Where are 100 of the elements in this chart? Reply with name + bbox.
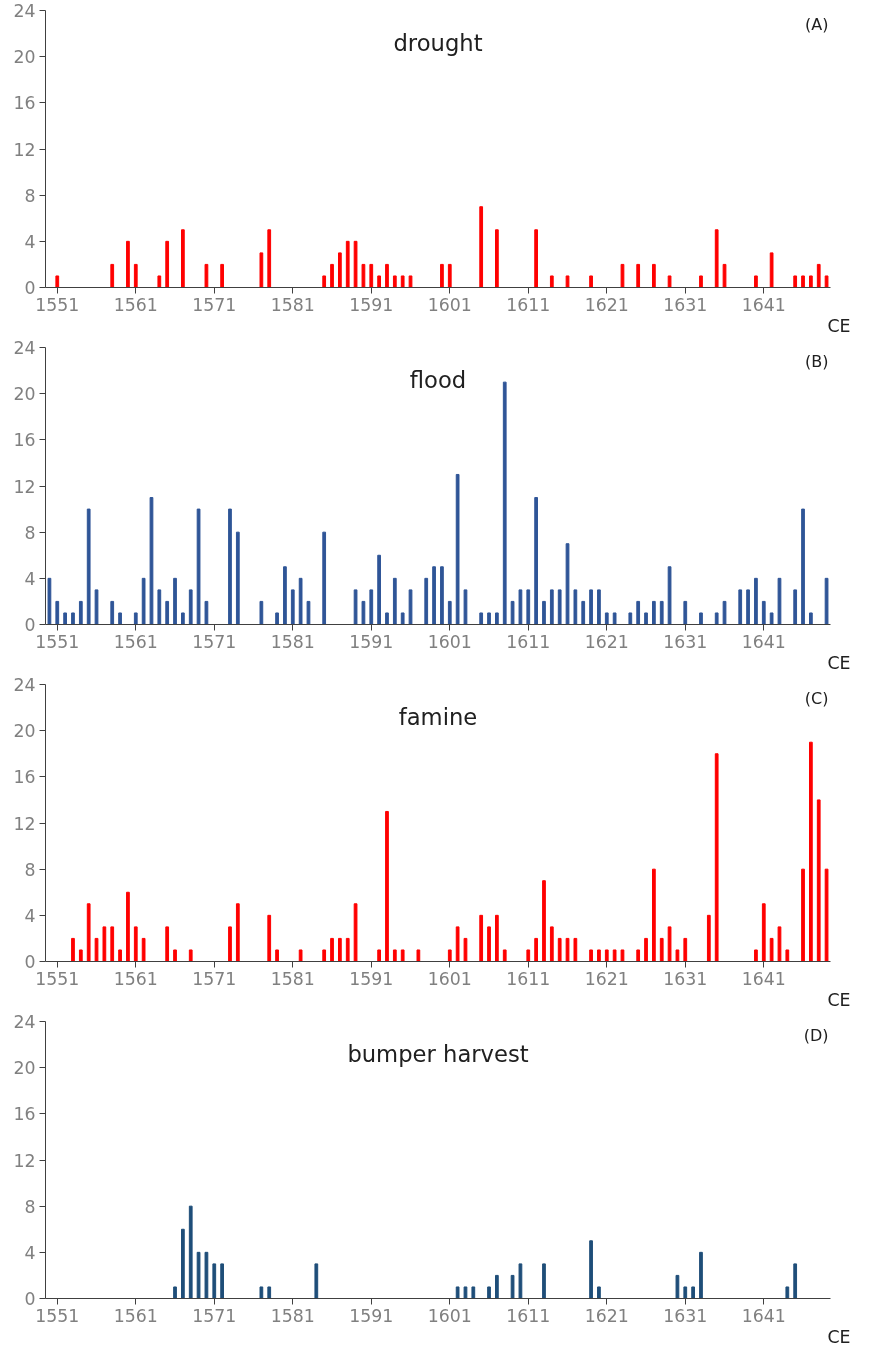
bar <box>573 937 578 962</box>
x-tick-label: 1621 <box>584 1305 629 1326</box>
bar <box>353 589 358 625</box>
y-tick-label: 8 <box>24 859 36 880</box>
bar <box>824 577 829 625</box>
bar <box>597 1286 601 1299</box>
bar <box>549 926 554 962</box>
bar <box>620 949 625 962</box>
x-tick-label: 1551 <box>35 968 80 989</box>
x-tick-label: 1601 <box>427 631 472 652</box>
bar <box>824 868 829 962</box>
bar <box>424 577 429 625</box>
bar <box>534 937 538 962</box>
bar <box>220 1263 224 1299</box>
bar <box>196 508 201 625</box>
bar <box>306 600 311 625</box>
x-tick-label: 1551 <box>35 294 80 315</box>
bar <box>188 589 193 625</box>
bar <box>722 263 727 288</box>
bar <box>432 566 436 625</box>
x-tick-label: 1631 <box>663 968 708 989</box>
x-tick-label: 1621 <box>584 631 629 652</box>
bar <box>338 252 342 288</box>
bar <box>290 589 295 625</box>
bar <box>754 275 758 288</box>
bar <box>691 1286 695 1299</box>
bar <box>267 229 272 288</box>
y-tick-label: 20 <box>13 384 36 405</box>
bar <box>652 868 656 962</box>
x-axis-title: CE <box>827 315 851 336</box>
bar <box>495 612 499 625</box>
bar <box>447 263 452 288</box>
y-tick-label: 12 <box>13 476 36 497</box>
bar <box>55 600 60 625</box>
y-tick-label: 0 <box>24 615 36 635</box>
bar <box>94 937 99 962</box>
bar <box>204 263 209 288</box>
bar <box>769 937 774 962</box>
bar <box>628 612 633 625</box>
bar <box>133 612 138 625</box>
bar <box>361 263 366 288</box>
x-tick-label: 1601 <box>427 968 472 989</box>
bar <box>463 1286 468 1299</box>
annotation: (D) <box>803 1025 829 1045</box>
bar <box>78 600 83 625</box>
bar <box>440 263 444 288</box>
x-tick-label: 1561 <box>113 294 158 315</box>
bar <box>110 600 115 625</box>
bar <box>298 949 303 962</box>
bar <box>565 543 570 625</box>
bar <box>94 589 99 625</box>
y-tick-label: 24 <box>13 1012 36 1032</box>
x-tick-label: 1591 <box>349 1305 394 1326</box>
bar <box>392 577 397 625</box>
bar <box>761 903 766 962</box>
x-axis-title: CE <box>827 989 851 1010</box>
bar <box>589 949 593 962</box>
x-tick-label: 1631 <box>663 631 708 652</box>
bar <box>385 263 389 288</box>
x-tick-label: 1641 <box>741 968 786 989</box>
x-tick-label: 1641 <box>741 294 786 315</box>
bar <box>699 275 703 288</box>
bar <box>141 937 146 962</box>
bar <box>479 914 484 962</box>
bar <box>385 612 389 625</box>
bar <box>809 612 813 625</box>
bar <box>495 1274 499 1299</box>
bar <box>518 589 523 625</box>
bar <box>165 600 170 625</box>
text: bumper harvest <box>347 1040 529 1067</box>
bar <box>502 949 507 962</box>
bar <box>235 903 240 962</box>
bar <box>345 937 350 962</box>
bar <box>259 600 264 625</box>
x-tick-label: 1621 <box>584 294 629 315</box>
bar <box>361 600 366 625</box>
bar <box>597 949 601 962</box>
bar <box>447 600 452 625</box>
bar <box>400 949 405 962</box>
bar <box>683 600 688 625</box>
bar <box>542 880 546 962</box>
bar <box>824 275 829 288</box>
x-tick-label: 1601 <box>427 1305 472 1326</box>
bar <box>71 937 75 962</box>
bar <box>746 589 750 625</box>
x-tick-label: 1561 <box>113 968 158 989</box>
x-axis-title: CE <box>827 1326 851 1347</box>
bar <box>455 926 460 962</box>
y-tick-label: 8 <box>24 1196 36 1217</box>
bar <box>392 949 397 962</box>
x-tick-label: 1611 <box>506 631 551 652</box>
bar <box>204 1251 209 1299</box>
bar <box>275 949 279 962</box>
bar <box>471 1286 476 1299</box>
y-tick-label: 8 <box>24 185 36 206</box>
bar <box>761 600 766 625</box>
y-tick-label: 16 <box>13 430 36 451</box>
bar <box>785 949 790 962</box>
y-tick-label: 24 <box>13 1 36 21</box>
bar <box>549 589 554 625</box>
